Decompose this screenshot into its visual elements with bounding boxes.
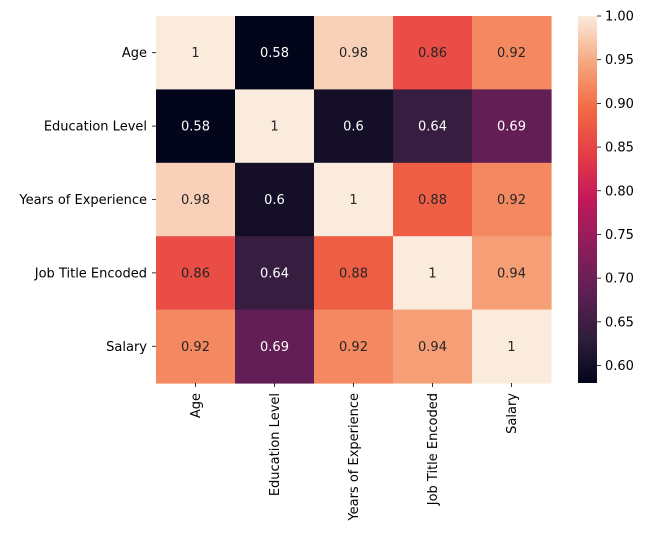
y-axis: Age Education Level Years of Experience Job… <box>18 46 156 355</box>
heatmap-cell <box>472 309 552 384</box>
cell-value-label: 0.94 <box>497 266 526 281</box>
x-tick-label: Job Title Encoded <box>426 393 441 506</box>
heatmap-cell-labels: 1 0.58 0.98 0.86 0.92 0.58 1 0.6 0.64 0.69 0.98 0.6… <box>181 46 526 355</box>
cell-value-label: 0.64 <box>260 266 289 281</box>
heatmap-cell <box>314 236 394 311</box>
cell-value-label: 0.88 <box>418 193 447 208</box>
cell-value-label: 0.94 <box>418 340 447 355</box>
heatmap-cell <box>235 89 315 164</box>
cell-value-label: 0.69 <box>497 120 526 135</box>
y-tick-label: Years of Experience <box>18 193 147 208</box>
cell-value-label: 0.98 <box>339 46 368 61</box>
colorbar-tick-label: 0.95 <box>605 53 634 68</box>
cell-value-label: 0.69 <box>260 340 289 355</box>
colorbar-tick-label: 1.00 <box>605 10 634 25</box>
heatmap-cell <box>235 309 315 384</box>
heatmap-cell <box>156 236 236 311</box>
heatmap-cell <box>156 89 236 164</box>
y-tick-label: Age <box>122 46 147 61</box>
heatmap-cell <box>235 162 315 237</box>
heatmap-cell <box>393 162 473 237</box>
cell-value-label: 0.6 <box>264 193 285 208</box>
heatmap-cell <box>314 162 394 237</box>
heatmap-cell <box>156 162 236 237</box>
cell-value-label: 0.86 <box>181 266 210 281</box>
heatmap-cell <box>314 89 394 164</box>
heatmap-cell <box>472 89 552 164</box>
cell-value-label: 1 <box>428 266 436 281</box>
heatmap-cell <box>156 16 236 90</box>
colorbar-tick-label: 0.70 <box>605 272 634 287</box>
cell-value-label: 0.92 <box>181 340 210 355</box>
y-tick-label: Job Title Encoded <box>34 266 147 281</box>
y-tick-label: Education Level <box>44 120 147 135</box>
heatmap-cell <box>472 16 552 90</box>
colorbar-tick-label: 0.65 <box>605 315 634 330</box>
heatmap-cell <box>314 309 394 384</box>
cell-value-label: 1 <box>349 193 357 208</box>
colorbar-tick-label: 0.75 <box>605 228 634 243</box>
cell-value-label: 0.92 <box>497 46 526 61</box>
cell-value-label: 1 <box>270 120 278 135</box>
cell-value-label: 0.58 <box>260 46 289 61</box>
colorbar-tick-label: 0.90 <box>605 97 634 112</box>
heatmap-cell <box>472 162 552 237</box>
heatmap-cell <box>314 16 394 90</box>
cell-value-label: 1 <box>507 340 515 355</box>
cell-value-label: 0.58 <box>181 120 210 135</box>
cell-value-label: 0.88 <box>339 266 368 281</box>
colorbar-gradient <box>578 16 597 383</box>
cell-value-label: 0.6 <box>343 120 364 135</box>
colorbar: 0.60 0.65 0.70 0.75 0.80 0.85 0.90 0.95 1.00 <box>578 10 634 383</box>
heatmap-cells <box>156 16 552 384</box>
colorbar-tick-label: 0.85 <box>605 141 634 156</box>
cell-value-label: 0.64 <box>418 120 447 135</box>
cell-value-label: 1 <box>191 46 199 61</box>
heatmap-cell <box>393 16 473 90</box>
heatmap-cell <box>156 309 236 384</box>
heatmap-cell <box>235 236 315 311</box>
cell-value-label: 0.98 <box>181 193 210 208</box>
x-tick-label: Education Level <box>268 393 283 496</box>
cell-value-label: 0.92 <box>339 340 368 355</box>
cell-value-label: 0.86 <box>418 46 447 61</box>
x-tick-label: Salary <box>505 393 520 434</box>
x-axis: Age Education Level Years of Experience Job… <box>189 383 520 522</box>
colorbar-tick-label: 0.60 <box>605 359 634 374</box>
heatmap-cell <box>393 309 473 384</box>
x-tick-label: Age <box>189 393 204 418</box>
heatmap-cell <box>393 236 473 311</box>
heatmap-cell <box>472 236 552 311</box>
colorbar-tick-label: 0.80 <box>605 184 634 199</box>
heatmap-cell <box>393 89 473 164</box>
heatmap-cell <box>235 16 315 90</box>
y-tick-label: Salary <box>106 340 147 355</box>
cell-value-label: 0.92 <box>497 193 526 208</box>
x-tick-label: Years of Experience <box>347 393 362 522</box>
